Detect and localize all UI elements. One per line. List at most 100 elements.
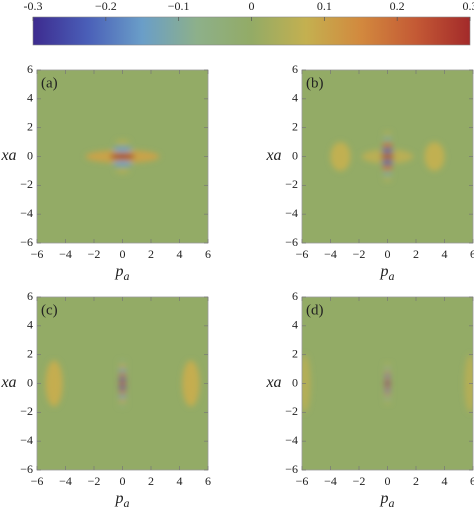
y-tick-label: 4: [292, 91, 298, 105]
panel-label: (c): [41, 302, 58, 318]
y-tick-label: −4: [20, 206, 33, 220]
density-feature: [118, 360, 127, 364]
y-tick-label: −2: [20, 404, 33, 418]
x-tick-label: 0: [120, 247, 126, 261]
x-tick-label: 6: [470, 474, 474, 488]
panel-3: [302, 297, 473, 470]
density-feature: [112, 146, 133, 152]
blobs: [85, 139, 160, 174]
y-tick-label: −6: [285, 235, 298, 249]
x-label-sub: a: [124, 496, 130, 510]
density-feature: [118, 403, 127, 407]
x-tick-label: −6: [31, 247, 44, 261]
x-axis-label: pa: [380, 263, 395, 283]
y-tick-label: 0: [292, 148, 298, 162]
panel-label: (d): [306, 302, 324, 318]
y-tick-label: 4: [27, 91, 33, 105]
density-feature: [45, 360, 63, 407]
x-axis-label: pa: [115, 263, 130, 283]
density-feature: [383, 131, 392, 136]
density-feature: [118, 395, 127, 398]
colorbar-tick-label: 0.3: [463, 0, 474, 13]
x-tick-label: −4: [324, 474, 337, 488]
density-feature: [118, 390, 127, 394]
density-feature: [382, 137, 393, 142]
density-feature: [381, 160, 394, 165]
y-tick-label: −4: [285, 206, 298, 220]
x-tick-label: 0: [385, 247, 391, 261]
colorbar: [32, 16, 471, 46]
y-tick-label: 0: [292, 375, 298, 389]
y-tick-label: 6: [27, 289, 33, 303]
x-tick-label: −4: [59, 474, 72, 488]
x-tick-label: 4: [177, 474, 183, 488]
x-label-sub: a: [389, 269, 395, 283]
x-tick-label: 0: [385, 474, 391, 488]
x-label-base: p: [380, 263, 389, 280]
y-tick-label: 2: [27, 119, 33, 133]
density-feature: [381, 142, 394, 147]
colorbar-tick-label: 0.1: [317, 0, 332, 13]
density-feature: [118, 369, 127, 372]
x-tick-label: −4: [59, 247, 72, 261]
density-feature: [380, 154, 395, 159]
density-feature: [381, 166, 394, 171]
blobs: [45, 360, 200, 407]
density-feature: [118, 377, 127, 381]
density-feature: [383, 371, 392, 374]
x-tick-label: 2: [413, 474, 419, 488]
density-feature: [383, 393, 392, 396]
x-tick-label: 4: [442, 247, 448, 261]
panel-0: [37, 70, 208, 243]
x-tick-label: −2: [88, 474, 101, 488]
y-tick-label: 6: [292, 62, 298, 76]
y-tick-label: −2: [285, 404, 298, 418]
density-feature: [182, 360, 200, 407]
density-feature: [383, 385, 392, 389]
y-tick-label: 2: [27, 346, 33, 360]
x-label-base: p: [380, 490, 389, 507]
x-label-sub: a: [124, 269, 130, 283]
density-feature: [424, 142, 445, 171]
y-tick-label: 0: [27, 148, 33, 162]
colorbar-tick-label: -0.3: [24, 0, 43, 13]
y-axis-label: xa: [0, 374, 16, 391]
density-feature: [383, 389, 392, 393]
x-tick-label: −2: [88, 247, 101, 261]
y-tick-label: 2: [292, 119, 298, 133]
density-feature: [118, 382, 127, 385]
panel-2: [37, 297, 208, 470]
density-feature: [382, 171, 393, 176]
density-feature: [115, 168, 130, 174]
density-feature: [383, 396, 392, 400]
x-tick-label: 2: [148, 474, 154, 488]
x-axis-label: pa: [115, 490, 130, 510]
x-label-base: p: [115, 490, 124, 507]
y-tick-label: 4: [27, 318, 33, 332]
y-tick-label: 2: [292, 346, 298, 360]
y-tick-label: 4: [292, 318, 298, 332]
colorbar-tick-label: −0.1: [168, 0, 190, 13]
density-feature: [302, 354, 311, 413]
y-axis-label: xa: [0, 147, 16, 164]
y-tick-label: −6: [285, 462, 298, 476]
density-feature: [383, 378, 392, 382]
colorbar-tick-label: 0: [249, 0, 255, 13]
blobs: [302, 354, 473, 413]
x-axis-label: pa: [380, 490, 395, 510]
density-feature: [118, 364, 127, 368]
density-feature: [109, 153, 136, 160]
y-tick-label: 6: [292, 289, 298, 303]
density-feature: [383, 382, 392, 385]
density-feature: [118, 399, 127, 403]
x-tick-label: −6: [296, 247, 309, 261]
x-tick-label: 0: [120, 474, 126, 488]
x-tick-label: 4: [177, 247, 183, 261]
x-tick-label: 2: [148, 247, 154, 261]
y-tick-label: −6: [20, 235, 33, 249]
colorbar-tick-label: 0.2: [390, 0, 405, 13]
y-tick-label: 0: [27, 375, 33, 389]
density-feature: [112, 161, 133, 167]
